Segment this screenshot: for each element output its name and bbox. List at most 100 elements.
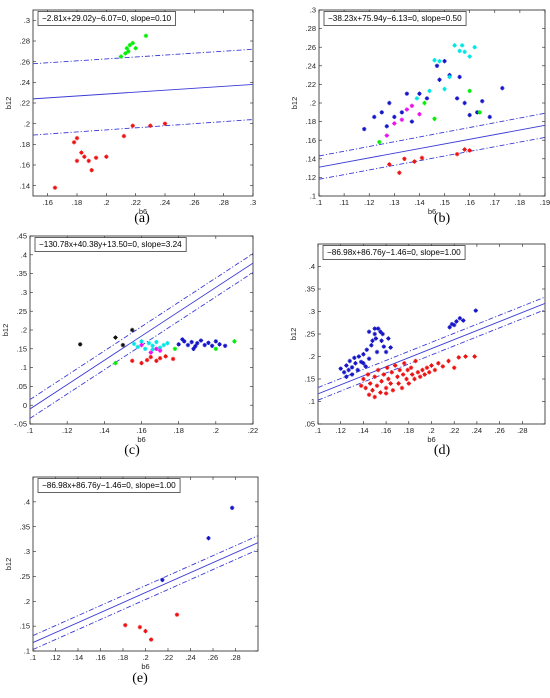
chart-b-equation-box xyxy=(323,11,467,26)
chart-d-plot-area xyxy=(318,296,545,401)
chart-d-data-point xyxy=(353,361,358,366)
chart-c-data-point xyxy=(139,360,144,366)
chart-b-x-tick-label: .1 xyxy=(316,198,322,207)
chart-b-data-point xyxy=(442,86,447,92)
chart-e-margin-line xyxy=(33,549,258,650)
chart-d-data-point xyxy=(395,374,400,379)
chart-d-data-point xyxy=(410,372,415,377)
chart-b-data-point xyxy=(467,54,472,59)
chart-c-data-point xyxy=(163,354,168,359)
chart-d-data-point xyxy=(346,367,351,373)
chart-d-data-point xyxy=(366,356,372,361)
chart-e-x-tick-label: .26 xyxy=(208,653,218,662)
chart-e-data-point xyxy=(143,628,148,634)
chart-d-data-point xyxy=(363,364,368,369)
chart-e-data-point xyxy=(229,505,235,511)
chart-d-data-point xyxy=(452,365,457,370)
chart-b-data-point xyxy=(472,45,477,50)
caption-a: (a) xyxy=(134,211,150,226)
chart-d-data-point xyxy=(392,363,398,368)
chart-c-data-point xyxy=(157,348,163,353)
chart-c-y-axis-label: b12 xyxy=(1,324,10,337)
chart-d-data-point xyxy=(372,374,377,379)
chart-b-y-tick-label: .2 xyxy=(310,99,316,108)
chart-c-x-tick-label: .14 xyxy=(99,426,109,435)
chart-c-y-tick-label: .15 xyxy=(17,344,27,353)
chart-b-y-tick-label: .18 xyxy=(306,117,316,126)
chart-b-data-point xyxy=(379,110,384,115)
chart-c-data-point xyxy=(191,346,196,351)
chart-c-data-point xyxy=(189,339,194,345)
chart-d-x-tick-label: .26 xyxy=(494,426,504,435)
chart-d-data-point xyxy=(344,374,349,379)
chart-a-data-point xyxy=(148,123,153,128)
chart-d-data-point xyxy=(361,352,366,357)
chart-b-x-tick-label: .11 xyxy=(339,198,349,207)
chart-d-data-point xyxy=(368,381,373,386)
chart-d-data-point xyxy=(397,367,402,373)
chart-d-y-tick-label: .2 xyxy=(309,352,315,361)
chart-b-data-point xyxy=(422,100,427,106)
chart-b-data-point xyxy=(487,114,492,120)
chart-c-data-point xyxy=(172,346,178,351)
chart-d-data-point xyxy=(420,367,425,373)
chart-a-x-tick-label: .28 xyxy=(218,198,228,207)
chart-d-data-point xyxy=(366,392,372,397)
chart-a-y-tick-label: .28 xyxy=(20,37,30,46)
chart-b-data-point xyxy=(392,121,397,126)
chart-b-data-point xyxy=(387,162,392,167)
chart-d-data-point xyxy=(370,388,375,393)
chart-d-data-point xyxy=(358,383,364,388)
chart-b-data-point xyxy=(462,100,467,106)
chart-b-data-point xyxy=(467,148,472,153)
chart-d-x-tick-label: .12 xyxy=(335,426,345,435)
chart-b-x-tick-label: .12 xyxy=(364,198,374,207)
chart-b-data-point xyxy=(392,114,397,120)
chart-c-data-point xyxy=(139,339,144,344)
chart-d-data-point xyxy=(436,361,441,366)
chart-c-data-point xyxy=(144,357,150,363)
chart-c-data-point xyxy=(217,342,222,347)
chart-a-data-point xyxy=(118,54,124,59)
chart-c: .1 .12 .14 .16 .18 .2 .22 -.05 0 .05 .1 .15 .2 .25 .3.… xyxy=(1,232,258,444)
chart-c-data-point xyxy=(148,354,153,360)
chart-d-data-point xyxy=(402,361,407,366)
chart-c-y-tick-label: .35 xyxy=(17,269,27,278)
chart-b-y-axis-label: b12 xyxy=(290,97,299,110)
chart-b-x-tick-label: .16 xyxy=(464,198,474,207)
chart-c-data-point xyxy=(146,340,152,346)
chart-e-x-tick-label: .16 xyxy=(95,653,105,662)
chart-d-x-tick-label: .28 xyxy=(517,426,527,435)
chart-d-data-point xyxy=(349,365,355,370)
chart-d-y-tick-label: .1 xyxy=(309,397,315,406)
chart-a-x-tick-label: .22 xyxy=(130,198,140,207)
chart-b-data-point xyxy=(452,43,457,48)
chart-c-y-tick-label: .3 xyxy=(21,288,27,297)
chart-d-data-point xyxy=(361,361,366,366)
chart-b-data-point xyxy=(387,100,392,106)
chart-a-data-point xyxy=(127,42,132,48)
chart-d-data-point xyxy=(406,381,411,386)
chart-b-equation-label: −38.23x+75.94y−6.13=0, slope=0.50 xyxy=(328,14,462,23)
chart-d-data-point xyxy=(361,376,366,382)
chart-d-data-point xyxy=(413,358,418,364)
chart-a-y-tick-label: .14 xyxy=(20,181,30,190)
chart-a-data-point xyxy=(93,155,99,160)
chart-e-data-point xyxy=(206,535,211,541)
chart-b-data-point xyxy=(477,110,482,115)
chart-d-data-point xyxy=(404,376,409,382)
chart-c-data-point xyxy=(139,342,144,348)
chart-d-data-point xyxy=(386,376,391,382)
chart-e-x-tick-label: .2 xyxy=(142,653,148,662)
chart-b-data-point xyxy=(414,96,420,101)
chart-d-y-tick-label: .35 xyxy=(305,285,315,294)
chart-d-data-point xyxy=(347,358,352,364)
chart-c-data-point xyxy=(195,340,200,346)
chart-d-data-point xyxy=(452,322,457,328)
chart-c-data-point xyxy=(150,343,155,348)
chart-b-data-point xyxy=(409,119,415,124)
chart-d-data-point xyxy=(390,388,396,393)
chart-a-y-tick-label: .24 xyxy=(20,78,30,87)
chart-d-data-point xyxy=(366,329,372,334)
